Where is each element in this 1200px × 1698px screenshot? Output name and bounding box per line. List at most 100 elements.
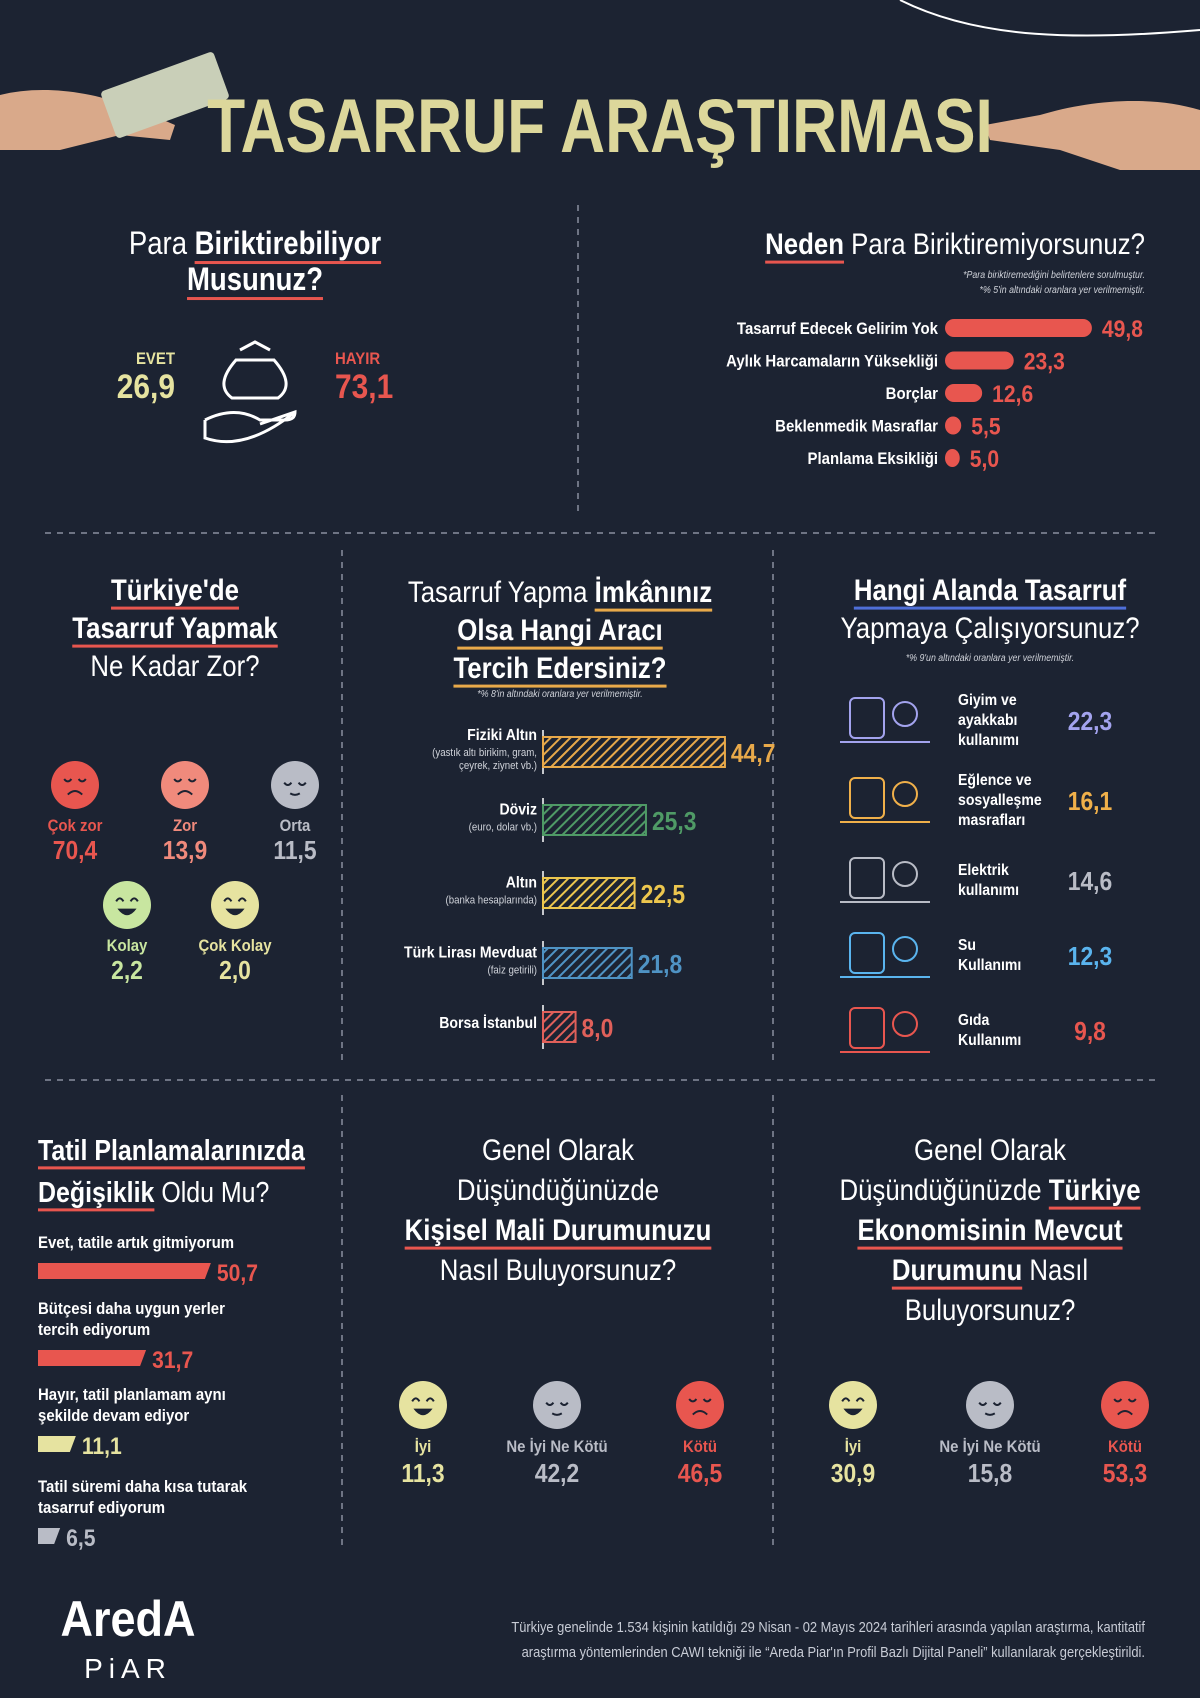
heading: Durumunu Nasıl: [892, 1253, 1088, 1286]
text-group: 15,8: [968, 1460, 1012, 1489]
label: Hayır, tatil planlamam aynı: [38, 1386, 226, 1404]
note: *% 5'in altındaki oranlara yer verilmemi…: [980, 283, 1145, 295]
face: [211, 881, 259, 929]
bar: [38, 1350, 147, 1366]
value-label: 11,1: [82, 1433, 122, 1460]
heading: Hangi Alanda Tasarruf: [854, 573, 1127, 606]
text-group: Kullanımı: [958, 956, 1021, 974]
text-group: 9,8: [1074, 1018, 1106, 1047]
label: Tasarruf Edecek Gelirim Yok: [737, 320, 938, 338]
label: Giyim ve: [958, 691, 1017, 709]
face-icon: [51, 761, 99, 809]
text-group: tasarruf ediyorum: [38, 1499, 165, 1517]
value-label: 46,5: [678, 1460, 722, 1489]
bar: [542, 877, 636, 909]
label: sosyalleşme: [958, 791, 1042, 809]
label: kullanımı: [958, 731, 1019, 749]
heading-line: Yapmaya Çalışıyorsunuz?: [840, 611, 1139, 644]
text-group: 50,7: [217, 1260, 258, 1287]
text-group: 6,5: [66, 1525, 95, 1552]
text-group: 70,4: [53, 837, 98, 866]
heading-segment: Ne Kadar Zor?: [90, 649, 259, 682]
value-label: 42,2: [535, 1460, 579, 1489]
value-label: 8,0: [582, 1015, 614, 1044]
text-group: 23,3: [1024, 348, 1065, 375]
face-mouth: [67, 790, 83, 796]
face-mouth: [225, 908, 245, 916]
text-group: Çok Kolay: [198, 937, 271, 955]
icon-part: [849, 857, 885, 899]
label: Kullanımı: [958, 956, 1021, 974]
face: [399, 1381, 447, 1429]
face-icon: [399, 1381, 447, 1429]
bar: [38, 1528, 61, 1544]
icon-part: [892, 701, 918, 727]
heading: Genel Olarak: [482, 1133, 635, 1166]
heading-line: Türkiye'de: [111, 573, 239, 610]
text-group: 13,9: [163, 837, 207, 866]
face: [1101, 1381, 1149, 1429]
bar: [38, 1436, 76, 1452]
heading-underline: [111, 606, 239, 610]
face-mouth: [289, 792, 301, 796]
text-group: 5,0: [970, 446, 999, 473]
hand-left: [0, 52, 229, 150]
heading-underline: [1048, 1206, 1141, 1210]
label: kullanımı: [958, 881, 1019, 899]
face-eye: [978, 1401, 1002, 1406]
face: [51, 761, 99, 809]
bar: [945, 351, 1014, 370]
text-group: Türk Lirası Mevduat: [404, 944, 537, 962]
text-group: 26,9: [117, 367, 175, 405]
text-group: Giyim ve: [958, 691, 1017, 709]
bar: [542, 804, 647, 836]
label: EVET: [136, 350, 175, 368]
text-group: Tatil süremi daha kısa tutarak: [38, 1478, 247, 1496]
label: İyi: [845, 1437, 862, 1456]
heading-segment: Tercih Edersiniz?: [453, 651, 666, 684]
face-icon: [271, 761, 319, 809]
text-group: Eğlence ve: [958, 771, 1032, 789]
text-group: (faiz getirili): [488, 965, 537, 977]
icon-part: [849, 697, 885, 739]
category-icon: [840, 932, 930, 978]
label: Orta: [280, 817, 311, 835]
value-label: 6,5: [66, 1525, 95, 1552]
label: Kötü: [683, 1438, 717, 1456]
text-group: Hayır, tatil planlamam aynı: [38, 1386, 226, 1404]
heading-segment: Genel Olarak: [914, 1133, 1067, 1166]
footnote: Türkiye genelinde 1.534 kişinin katıldığ…: [511, 1618, 1145, 1635]
label: Kolay: [107, 937, 148, 955]
heading-segment: Nasıl Buluyorsunuz?: [440, 1253, 677, 1286]
dividers: [45, 205, 1160, 1545]
face-eye: [223, 897, 247, 902]
text-group: Borsa İstanbul: [439, 1014, 537, 1032]
heading: Tercih Edersiniz?: [453, 651, 666, 684]
text-group: Gıda: [958, 1011, 990, 1029]
value-label: 13,9: [163, 837, 207, 866]
label: masrafları: [958, 811, 1025, 829]
label: Çok zor: [48, 817, 103, 835]
bar: [945, 449, 960, 467]
face-mouth: [984, 1412, 996, 1416]
icon-part: [849, 932, 885, 974]
icon-part: [892, 1011, 918, 1037]
face-eye: [411, 1397, 435, 1402]
text-group: 11,5: [273, 837, 316, 866]
text-group: 16,1: [1068, 788, 1112, 817]
text-group: EVET: [136, 350, 175, 368]
bar: [945, 384, 983, 402]
face-icon: [161, 761, 209, 809]
category-icon: [840, 857, 930, 903]
heading-segment: Oldu Mu?: [154, 1176, 269, 1208]
text-group: kullanımı: [958, 881, 1019, 899]
heading-segment: Kişisel Mali Durumunuzu: [405, 1213, 712, 1246]
heading-line: Değişiklik Oldu Mu?: [38, 1176, 269, 1212]
value-label: 31,7: [152, 1347, 193, 1374]
label: Fiziki Altın: [467, 726, 537, 744]
value-label: 49,8: [1102, 316, 1143, 343]
text-group: *% 8'in altındaki oranlara yer verilmemi…: [477, 687, 642, 699]
text-group: 22,3: [1068, 708, 1112, 737]
text-group: Borçlar: [886, 385, 938, 403]
heading-segment: Tasarruf Yapmak: [72, 611, 278, 644]
